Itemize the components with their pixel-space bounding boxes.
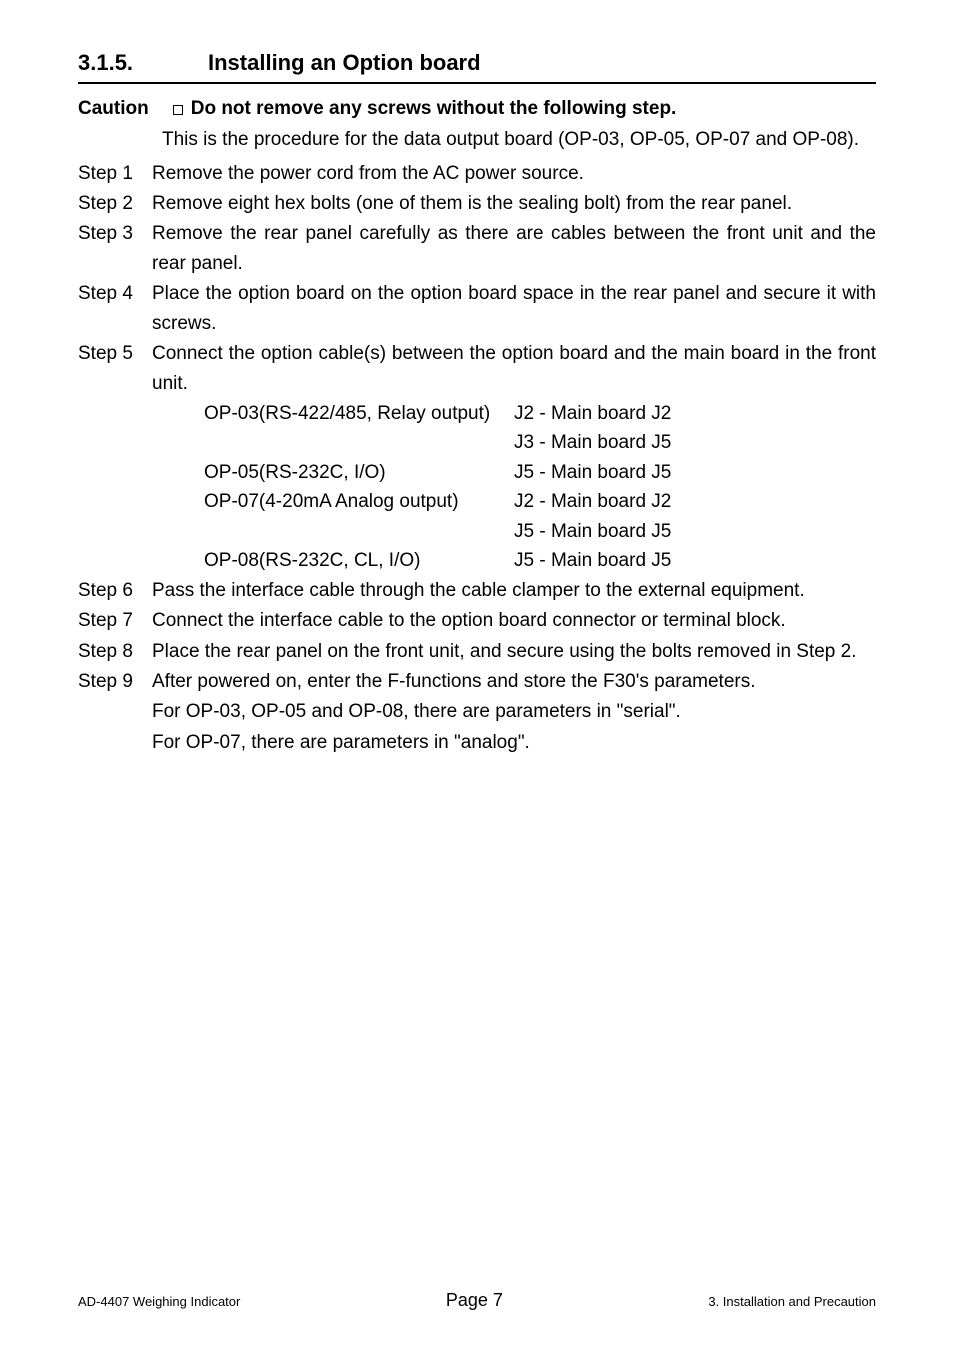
step-row: Step 3 Remove the rear panel carefully a… <box>78 219 876 278</box>
connection-row: OP-08(RS-232C, CL, I/O) J5 - Main board … <box>204 546 876 575</box>
step-body: Connect the interface cable to the optio… <box>152 606 876 635</box>
trailing-text: For OP-03, OP-05 and OP-08, there are pa… <box>152 697 876 726</box>
caution-label: Caution <box>78 98 149 120</box>
connection-left: OP-07(4-20mA Analog output) <box>204 487 514 516</box>
step-label: Step 3 <box>78 219 152 278</box>
step-row: Step 2 Remove eight hex bolts (one of th… <box>78 189 876 218</box>
step-row: Step 5 Connect the option cable(s) betwe… <box>78 339 876 398</box>
step-row: Step 6 Pass the interface cable through … <box>78 576 876 605</box>
caution-line: Caution Do not remove any screws without… <box>78 98 876 120</box>
caution-text: Do not remove any screws without the fol… <box>191 98 677 120</box>
connection-row: J5 - Main board J5 <box>204 517 876 546</box>
step-label: Step 9 <box>78 667 152 696</box>
connection-right: J5 - Main board J5 <box>514 517 671 546</box>
step-row: Step 8 Place the rear panel on the front… <box>78 637 876 666</box>
step-label: Step 8 <box>78 637 152 666</box>
step-label: Step 7 <box>78 606 152 635</box>
step-row: Step 4 Place the option board on the opt… <box>78 279 876 338</box>
step-row: Step 7 Connect the interface cable to th… <box>78 606 876 635</box>
step-row: Step 1 Remove the power cord from the AC… <box>78 159 876 188</box>
step-body: Remove eight hex bolts (one of them is t… <box>152 189 876 218</box>
connection-left: OP-03(RS-422/485, Relay output) <box>204 399 514 428</box>
step-label-empty <box>78 728 152 757</box>
connection-right: J2 - Main board J2 <box>514 399 671 428</box>
step-body: Place the rear panel on the front unit, … <box>152 637 876 666</box>
step-label: Step 1 <box>78 159 152 188</box>
step-label-empty <box>78 697 152 726</box>
connection-left: OP-08(RS-232C, CL, I/O) <box>204 546 514 575</box>
step-body: Place the option board on the option boa… <box>152 279 876 338</box>
step-label: Step 5 <box>78 339 152 398</box>
section-number: 3.1.5. <box>78 50 208 76</box>
step-body: After powered on, enter the F-functions … <box>152 667 876 696</box>
section-title: Installing an Option board <box>208 50 481 76</box>
footer-left: AD-4407 Weighing Indicator <box>78 1294 240 1309</box>
trailing-text: For OP-07, there are parameters in "anal… <box>152 728 876 757</box>
step-row: Step 9 After powered on, enter the F-fun… <box>78 667 876 696</box>
section-heading: 3.1.5. Installing an Option board <box>78 50 876 84</box>
step-label: Step 6 <box>78 576 152 605</box>
step-body: Remove the power cord from the AC power … <box>152 159 876 188</box>
trailing-row: For OP-07, there are parameters in "anal… <box>78 728 876 757</box>
intro-text: This is the procedure for the data outpu… <box>162 126 876 155</box>
step-body: Pass the interface cable through the cab… <box>152 576 876 605</box>
page-footer: AD-4407 Weighing Indicator Page 7 3. Ins… <box>0 1290 954 1311</box>
connection-right: J3 - Main board J5 <box>514 428 671 457</box>
step-label: Step 2 <box>78 189 152 218</box>
step-label: Step 4 <box>78 279 152 338</box>
connection-row: OP-05(RS-232C, I/O) J5 - Main board J5 <box>204 458 876 487</box>
connection-row: J3 - Main board J5 <box>204 428 876 457</box>
connection-row: OP-07(4-20mA Analog output) J2 - Main bo… <box>204 487 876 516</box>
connection-row: OP-03(RS-422/485, Relay output) J2 - Mai… <box>204 399 876 428</box>
trailing-row: For OP-03, OP-05 and OP-08, there are pa… <box>78 697 876 726</box>
footer-center: Page 7 <box>446 1290 503 1311</box>
connection-left: OP-05(RS-232C, I/O) <box>204 458 514 487</box>
connection-right: J5 - Main board J5 <box>514 546 671 575</box>
connection-right: J5 - Main board J5 <box>514 458 671 487</box>
checkbox-icon <box>173 105 183 115</box>
step-body: Remove the rear panel carefully as there… <box>152 219 876 278</box>
connection-right: J2 - Main board J2 <box>514 487 671 516</box>
step-body: Connect the option cable(s) between the … <box>152 339 876 398</box>
connection-left <box>204 517 514 546</box>
footer-right: 3. Installation and Precaution <box>708 1294 876 1309</box>
connection-left <box>204 428 514 457</box>
